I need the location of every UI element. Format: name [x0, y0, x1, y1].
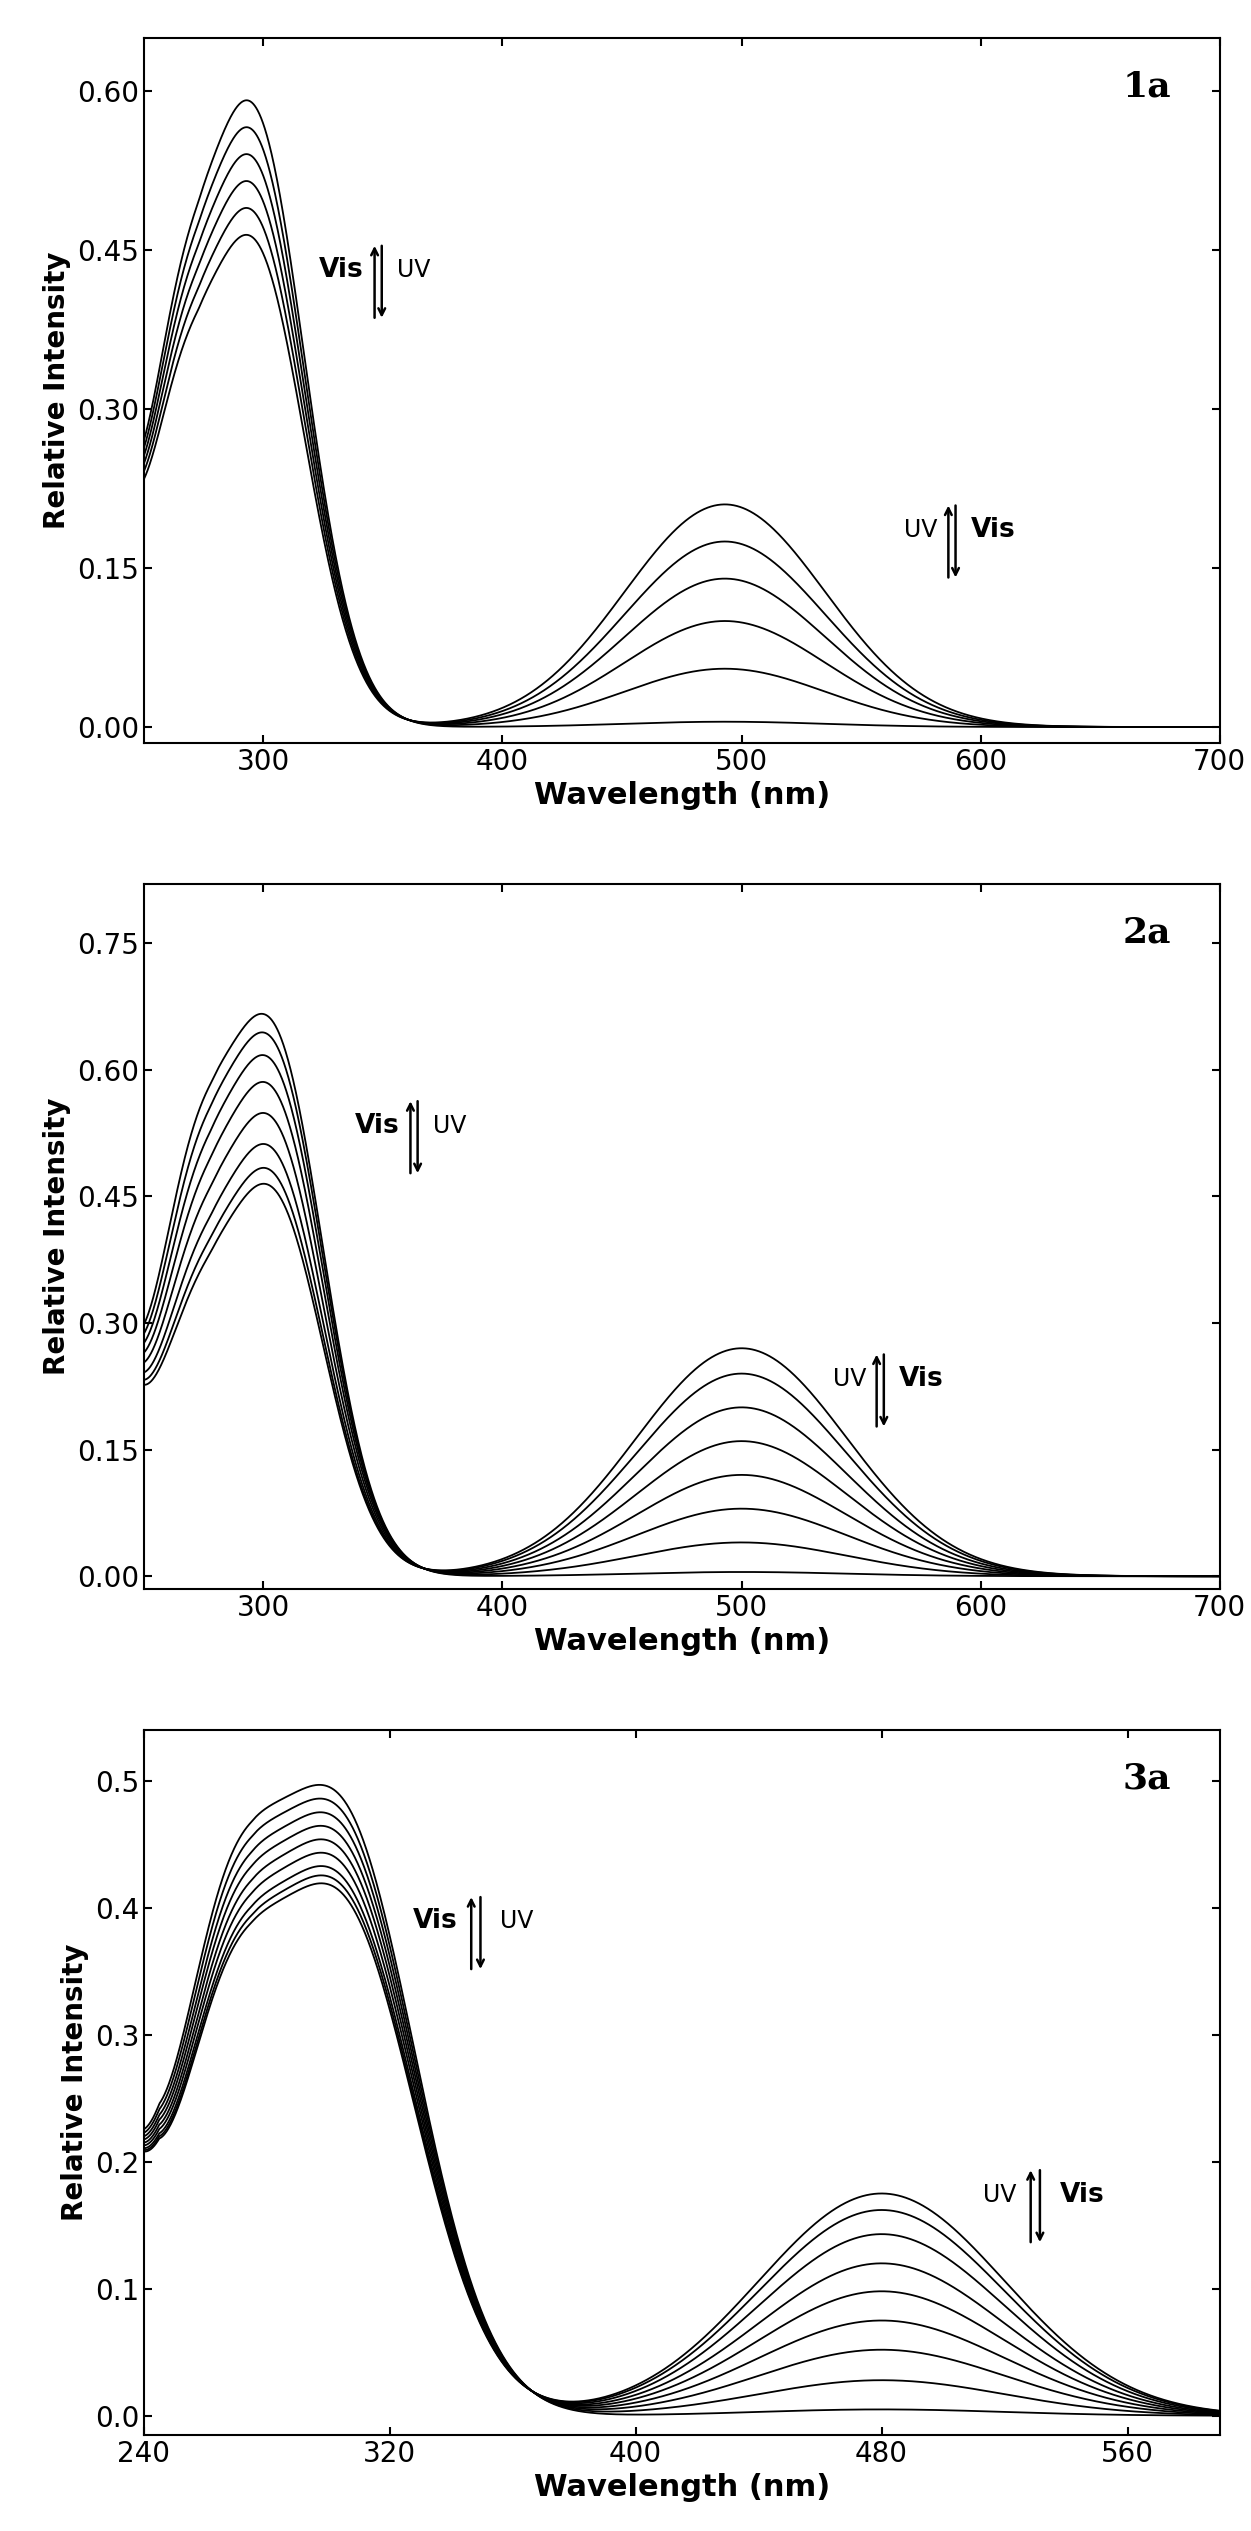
X-axis label: Wavelength (nm): Wavelength (nm): [534, 1627, 829, 1655]
Text: UV: UV: [433, 1114, 467, 1136]
Text: UV: UV: [904, 519, 937, 542]
Y-axis label: Relative Intensity: Relative Intensity: [61, 1944, 89, 2222]
Text: UV: UV: [832, 1367, 866, 1392]
Text: 3a: 3a: [1123, 1762, 1171, 1794]
Y-axis label: Relative Intensity: Relative Intensity: [44, 1098, 71, 1374]
Text: UV: UV: [983, 2182, 1017, 2207]
Text: Vis: Vis: [319, 258, 364, 283]
Text: UV: UV: [398, 258, 430, 281]
Text: Vis: Vis: [971, 516, 1016, 542]
X-axis label: Wavelength (nm): Wavelength (nm): [534, 782, 829, 810]
Text: 1a: 1a: [1122, 71, 1171, 104]
Text: Vis: Vis: [899, 1367, 945, 1392]
Y-axis label: Relative Intensity: Relative Intensity: [44, 251, 71, 529]
Text: Vis: Vis: [1060, 2182, 1105, 2207]
Text: Vis: Vis: [413, 1908, 458, 1934]
X-axis label: Wavelength (nm): Wavelength (nm): [534, 2473, 829, 2503]
Text: UV: UV: [500, 1908, 534, 1934]
Text: Vis: Vis: [355, 1114, 399, 1139]
Text: 2a: 2a: [1123, 916, 1171, 949]
